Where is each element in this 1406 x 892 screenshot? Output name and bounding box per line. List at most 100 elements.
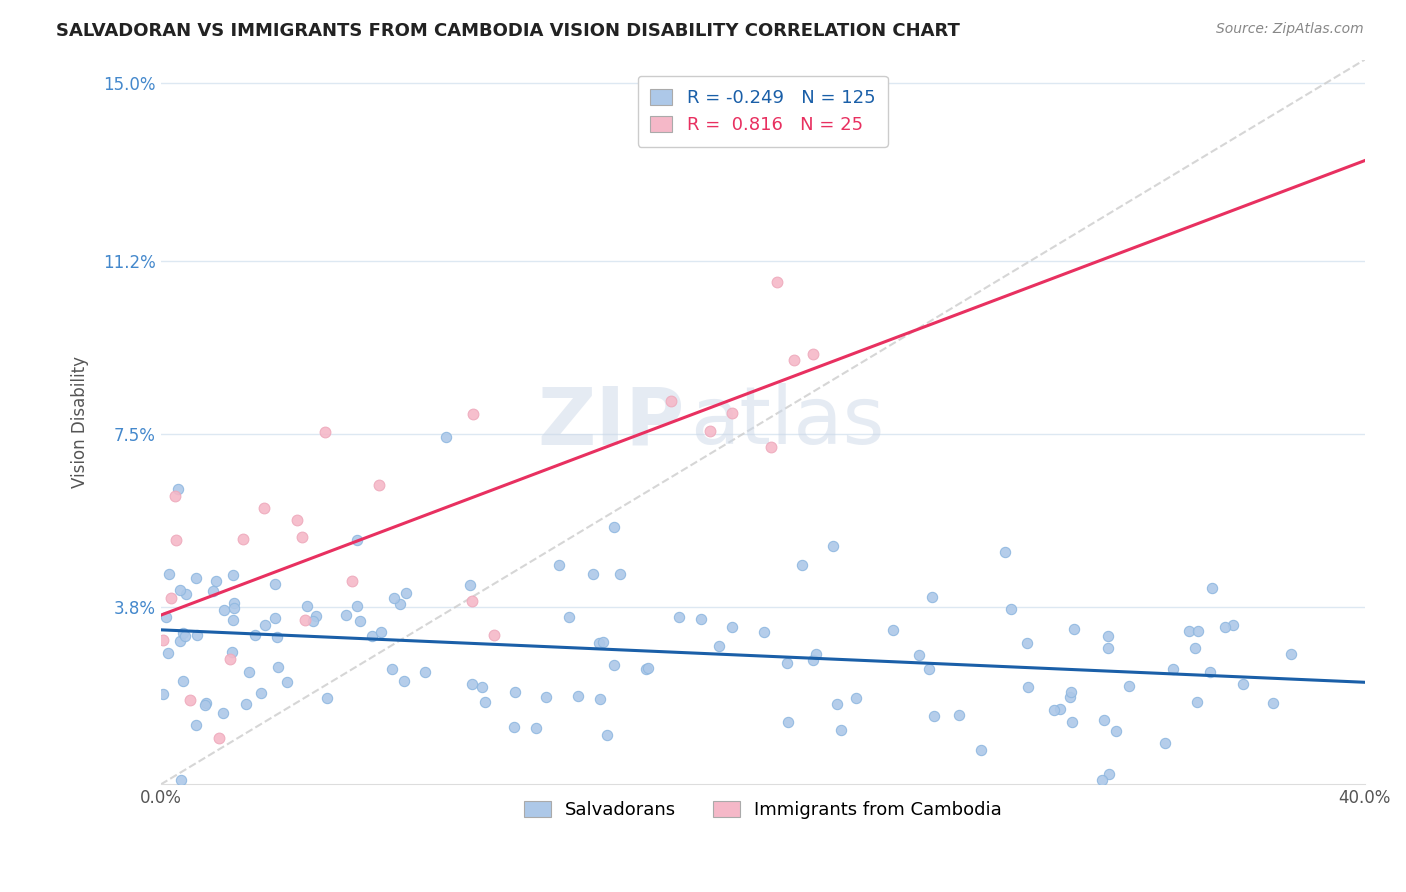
Point: [152, 687, 174, 701]
Point: [823, 540, 845, 554]
Point: [707, 639, 730, 653]
Point: [335, 607, 357, 622]
Point: [285, 513, 308, 527]
Point: [801, 347, 824, 361]
Point: [461, 594, 484, 608]
Point: [212, 603, 235, 617]
Point: [388, 597, 411, 611]
Point: [194, 698, 217, 713]
Point: [367, 478, 389, 492]
Point: [461, 407, 484, 421]
Point: [380, 662, 402, 676]
Point: [699, 424, 721, 438]
Point: [186, 628, 208, 642]
Point: [1017, 636, 1039, 650]
Point: [360, 628, 382, 642]
Point: [163, 489, 186, 503]
Point: [204, 574, 226, 588]
Point: [659, 394, 682, 409]
Point: [346, 533, 368, 548]
Point: [395, 586, 418, 600]
Point: [720, 406, 742, 420]
Point: [1199, 665, 1222, 680]
Point: [547, 558, 569, 572]
Point: [316, 690, 339, 705]
Point: [668, 610, 690, 624]
Point: [534, 690, 557, 704]
Point: [1059, 685, 1081, 699]
Point: [266, 659, 288, 673]
Point: [208, 731, 231, 745]
Point: [582, 567, 605, 582]
Point: [1092, 713, 1115, 727]
Point: [172, 674, 194, 689]
Point: [994, 545, 1017, 559]
Point: [291, 530, 314, 544]
Point: [370, 625, 392, 640]
Point: [264, 610, 287, 624]
Point: [1187, 624, 1209, 638]
Point: [825, 697, 848, 711]
Point: [1118, 679, 1140, 693]
Point: [1153, 736, 1175, 750]
Point: [460, 578, 482, 592]
Point: [970, 743, 993, 757]
Point: [1161, 662, 1184, 676]
Point: [609, 567, 631, 582]
Point: [1263, 696, 1285, 710]
Point: [1097, 767, 1119, 781]
Point: [474, 695, 496, 709]
Point: [160, 591, 183, 606]
Point: [1060, 714, 1083, 729]
Point: [392, 673, 415, 688]
Point: [603, 658, 626, 673]
Point: [882, 623, 904, 637]
Point: [245, 628, 267, 642]
Text: Source: ZipAtlas.com: Source: ZipAtlas.com: [1216, 22, 1364, 37]
Point: [922, 709, 945, 723]
Point: [921, 590, 943, 604]
Point: [294, 613, 316, 627]
Point: [169, 582, 191, 597]
Point: [218, 652, 240, 666]
Point: [1279, 648, 1302, 662]
Point: [170, 772, 193, 787]
Point: [790, 558, 813, 572]
Point: [1184, 640, 1206, 655]
Point: [157, 567, 180, 582]
Point: [1232, 677, 1254, 691]
Point: [1091, 772, 1114, 787]
Point: [166, 482, 188, 496]
Point: [155, 609, 177, 624]
Point: [152, 632, 174, 647]
Point: [1017, 681, 1039, 695]
Legend: Salvadorans, Immigrants from Cambodia: Salvadorans, Immigrants from Cambodia: [516, 793, 1010, 826]
Point: [754, 624, 776, 639]
Point: [211, 706, 233, 720]
Point: [567, 689, 589, 703]
Point: [184, 571, 207, 585]
Point: [1201, 581, 1223, 595]
Point: [1043, 703, 1066, 717]
Point: [434, 430, 457, 444]
Text: ZIP: ZIP: [537, 383, 685, 461]
Point: [276, 674, 298, 689]
Point: [221, 645, 243, 659]
Point: [349, 615, 371, 629]
Point: [184, 717, 207, 731]
Point: [222, 568, 245, 582]
Point: [918, 662, 941, 676]
Point: [505, 685, 527, 699]
Point: [346, 599, 368, 614]
Point: [222, 613, 245, 627]
Point: [302, 614, 325, 628]
Point: [759, 441, 782, 455]
Point: [340, 574, 363, 588]
Point: [165, 533, 187, 547]
Point: [482, 628, 505, 642]
Point: [636, 662, 658, 676]
Point: [1185, 695, 1208, 709]
Point: [908, 648, 931, 662]
Point: [637, 661, 659, 675]
Point: [1105, 723, 1128, 738]
